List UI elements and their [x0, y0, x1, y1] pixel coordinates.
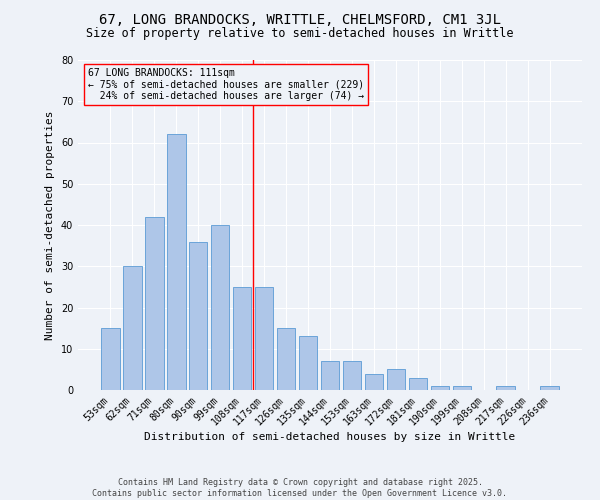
Bar — [233, 287, 251, 390]
Y-axis label: Number of semi-detached properties: Number of semi-detached properties — [45, 110, 55, 340]
Bar — [299, 336, 317, 390]
Bar — [541, 386, 559, 390]
Bar — [189, 242, 208, 390]
Bar — [452, 386, 471, 390]
Text: 67, LONG BRANDOCKS, WRITTLE, CHELMSFORD, CM1 3JL: 67, LONG BRANDOCKS, WRITTLE, CHELMSFORD,… — [99, 12, 501, 26]
Bar — [145, 217, 164, 390]
X-axis label: Distribution of semi-detached houses by size in Writtle: Distribution of semi-detached houses by … — [145, 432, 515, 442]
Bar — [101, 328, 119, 390]
Bar — [123, 266, 142, 390]
Bar — [365, 374, 383, 390]
Bar — [277, 328, 295, 390]
Bar — [496, 386, 515, 390]
Bar — [386, 370, 405, 390]
Text: Size of property relative to semi-detached houses in Writtle: Size of property relative to semi-detach… — [86, 28, 514, 40]
Bar — [431, 386, 449, 390]
Bar — [409, 378, 427, 390]
Text: 67 LONG BRANDOCKS: 111sqm
← 75% of semi-detached houses are smaller (229)
  24% : 67 LONG BRANDOCKS: 111sqm ← 75% of semi-… — [88, 68, 364, 102]
Bar — [343, 361, 361, 390]
Text: Contains HM Land Registry data © Crown copyright and database right 2025.
Contai: Contains HM Land Registry data © Crown c… — [92, 478, 508, 498]
Bar — [255, 287, 274, 390]
Bar — [320, 361, 340, 390]
Bar — [167, 134, 185, 390]
Bar — [211, 225, 229, 390]
